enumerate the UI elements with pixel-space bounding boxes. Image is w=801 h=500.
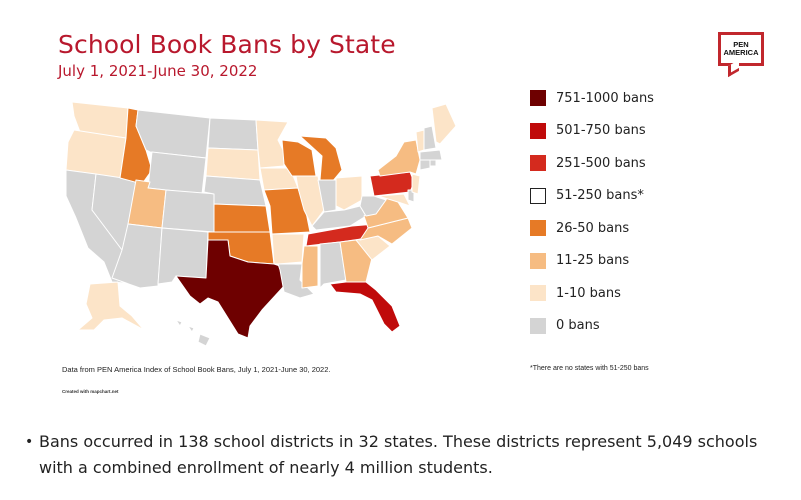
state-mt[interactable] [135, 109, 211, 159]
summary-bullet-text: Bans occurred in 138 school districts in… [39, 432, 758, 477]
state-pa[interactable] [369, 171, 415, 197]
pen-america-logo[interactable]: PEN AMERICA [718, 32, 764, 66]
state-vt[interactable] [415, 129, 425, 153]
state-me[interactable] [431, 103, 457, 145]
legend-label: 26-50 bans [556, 220, 630, 236]
state-ny[interactable] [377, 139, 421, 177]
state-ct[interactable] [419, 159, 431, 171]
state-tx[interactable] [175, 239, 285, 339]
legend-item: 11-25 bans [530, 252, 730, 269]
state-ar[interactable] [271, 233, 305, 265]
legend-item: 1-10 bans [530, 285, 730, 301]
state-wy[interactable] [147, 151, 207, 195]
legend-label: 0 bans [556, 318, 600, 333]
state-ma[interactable] [419, 149, 443, 161]
state-ri[interactable] [429, 159, 437, 167]
legend-label: 11-25 bans [556, 253, 630, 268]
legend-swatch [530, 155, 546, 171]
state-sd[interactable] [205, 147, 261, 181]
legend-item: 51-250 bans* [530, 187, 730, 204]
legend-item: 26-50 bans [530, 220, 730, 236]
state-nj[interactable] [411, 173, 421, 195]
legend-item: 751-1000 bans [530, 90, 730, 106]
legend-label: 1-10 bans [556, 285, 621, 301]
state-mi[interactable] [299, 135, 343, 183]
state-oh[interactable] [335, 175, 363, 211]
legend-label: 251-500 bans [556, 155, 646, 171]
legend-label: 51-250 bans* [556, 188, 644, 203]
state-in[interactable] [317, 179, 337, 213]
logo-text-pen: PEN [733, 40, 749, 49]
legend-label: 751-1000 bans [556, 90, 654, 106]
created-with-note: Created with mapchart.net [62, 389, 119, 394]
legend-item: 0 bans [530, 317, 730, 334]
state-hi[interactable] [175, 319, 211, 347]
legend-swatch [530, 122, 546, 139]
legend-swatch [530, 252, 546, 269]
state-nh[interactable] [423, 125, 437, 151]
bullet-dot-icon: • [25, 434, 34, 450]
state-md[interactable] [377, 193, 411, 207]
state-co[interactable] [161, 189, 217, 233]
source-note: Data from PEN America Index of School Bo… [62, 365, 331, 374]
legend-label: 501-750 bans [556, 123, 646, 138]
summary-bullet: • Bans occurred in 138 school districts … [25, 429, 795, 481]
state-ms[interactable] [301, 245, 319, 289]
us-map [65, 101, 457, 347]
legend-footnote: *There are no states with 51-250 bans [530, 365, 649, 372]
legend-swatch [530, 187, 546, 204]
state-nm[interactable] [157, 227, 209, 285]
legend-swatch [530, 285, 546, 301]
legend-swatch [530, 317, 546, 334]
legend-item: 251-500 bans [530, 155, 730, 171]
state-al[interactable] [319, 241, 347, 289]
state-ks[interactable] [213, 203, 271, 233]
page-title: School Book Bans by State [58, 30, 396, 59]
state-ak[interactable] [77, 281, 145, 331]
logo-text-america: AMERICA [723, 48, 759, 57]
state-fl[interactable] [329, 281, 401, 333]
legend-swatch [530, 220, 546, 236]
legend-item: 501-750 bans [530, 122, 730, 139]
page-subtitle: July 1, 2021-June 30, 2022 [58, 62, 258, 80]
legend-swatch [530, 90, 546, 106]
state-nd[interactable] [207, 117, 259, 151]
